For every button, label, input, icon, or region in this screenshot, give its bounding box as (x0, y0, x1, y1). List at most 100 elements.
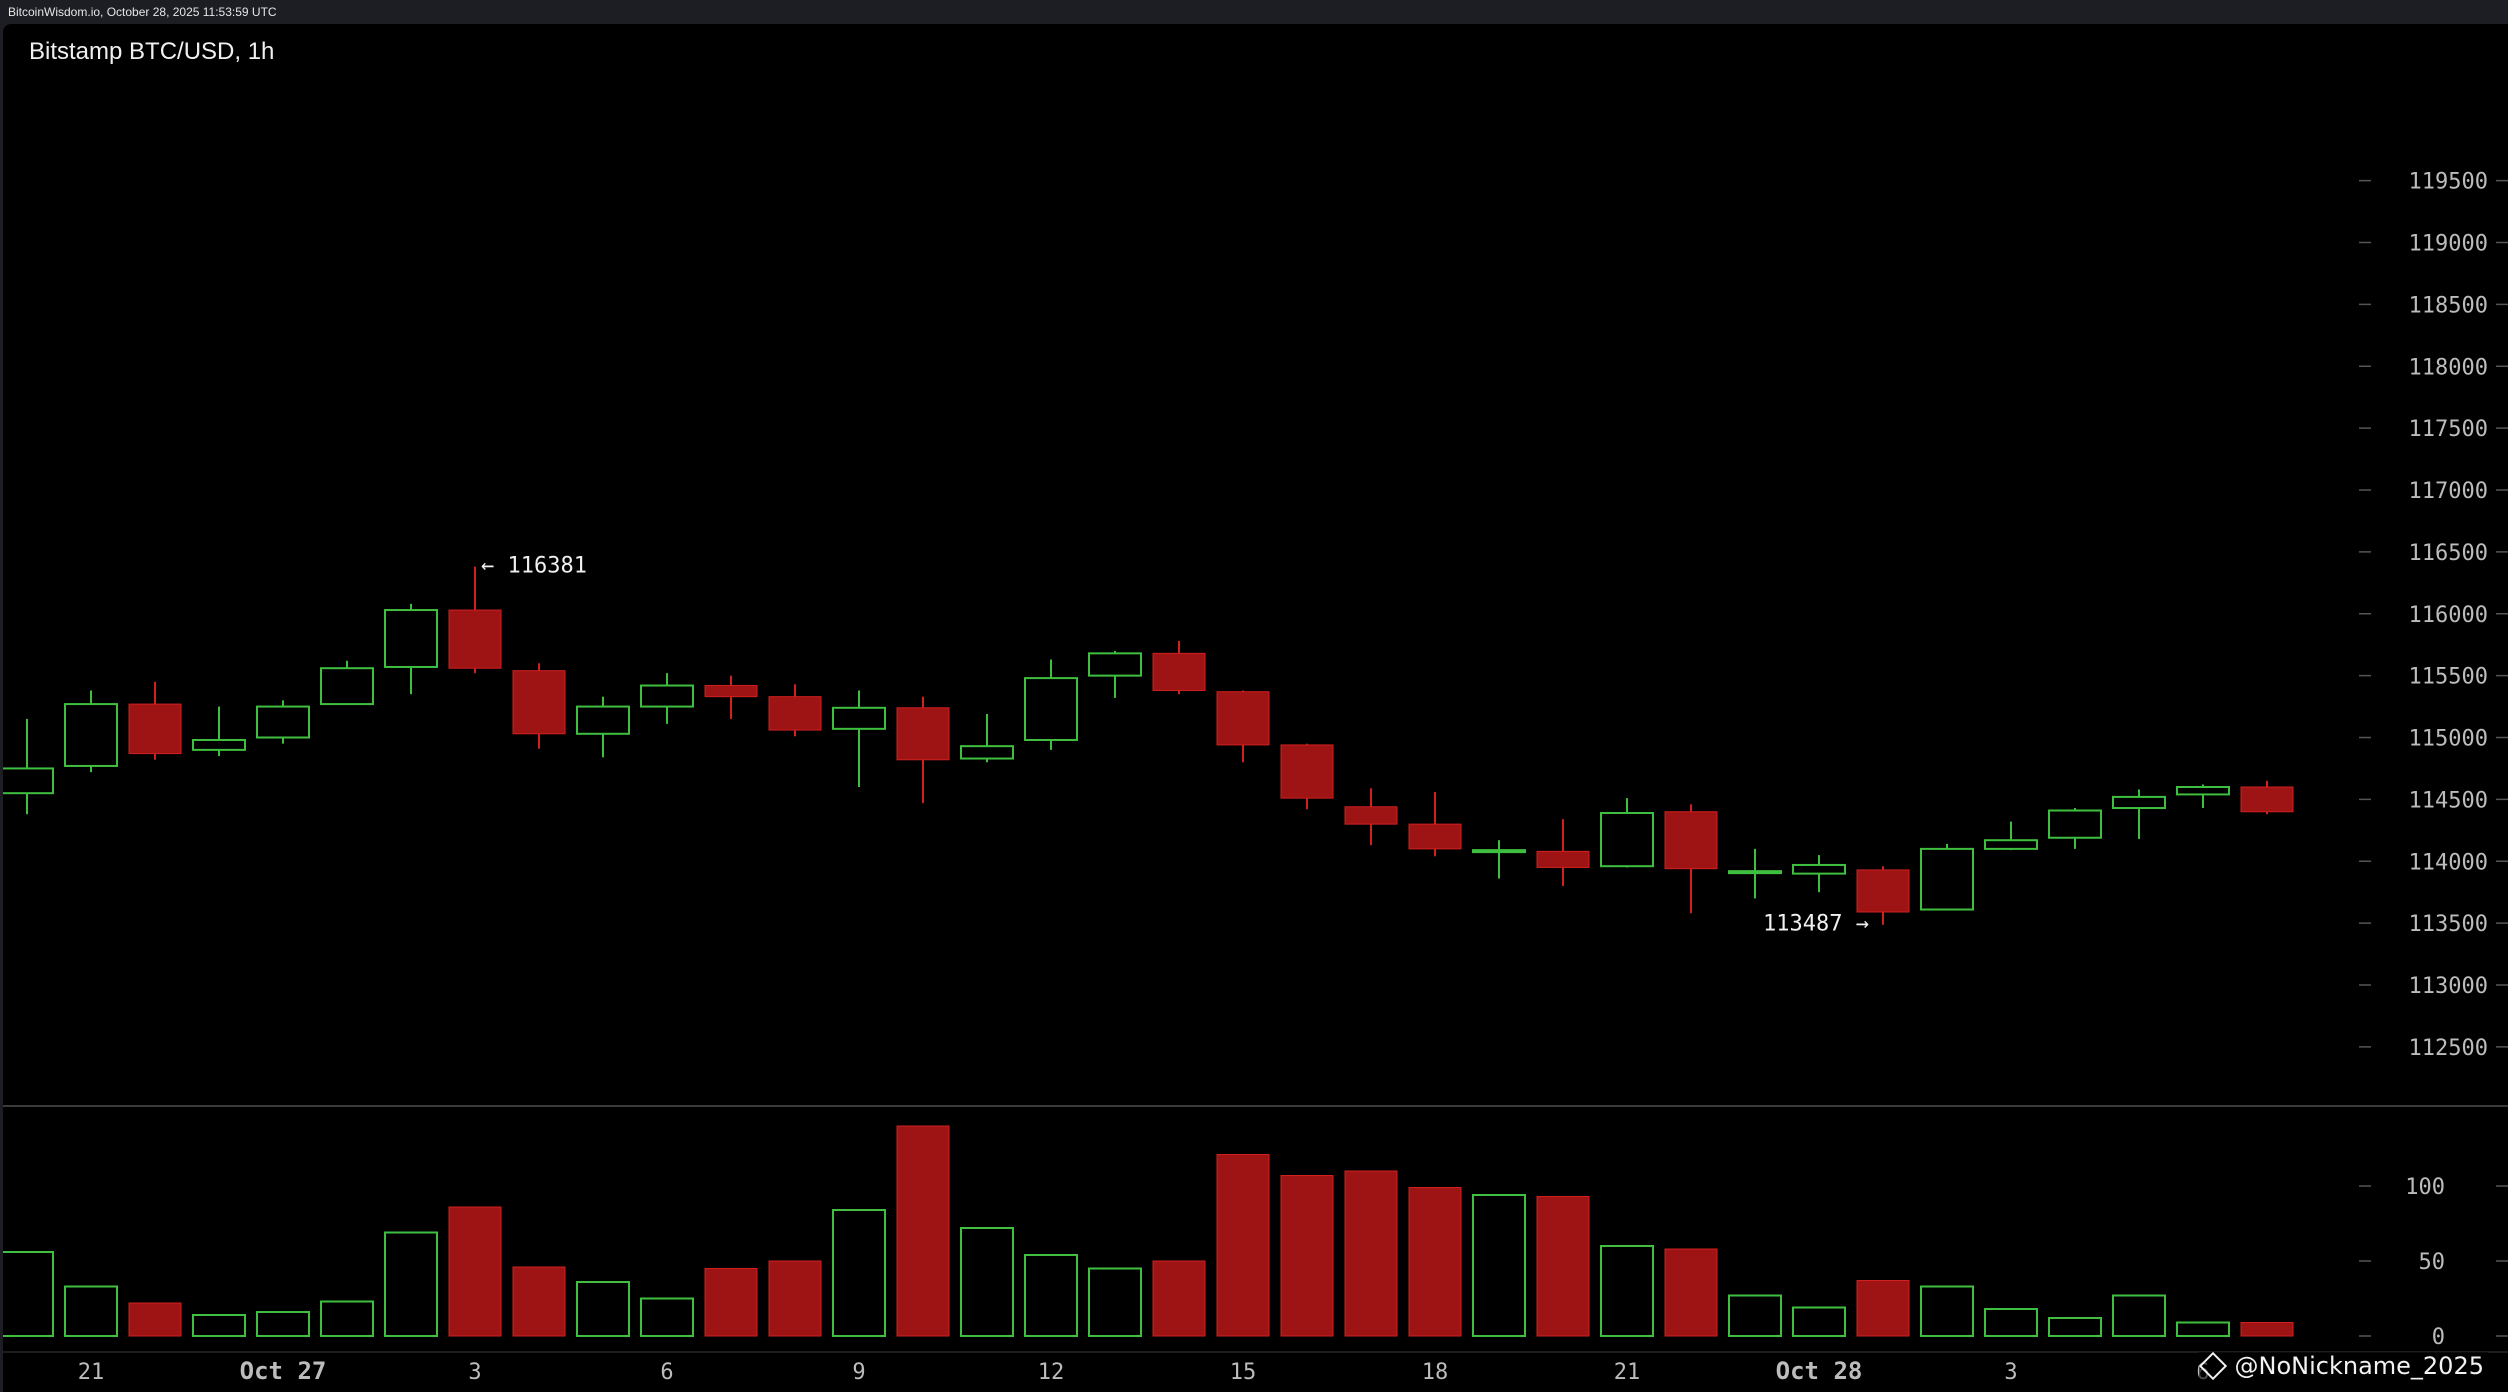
candle[interactable] (1408, 791, 1462, 857)
time-tick-label: 21 (78, 1360, 105, 1385)
candle[interactable] (2176, 784, 2230, 809)
volume-bar-up[interactable] (2048, 1317, 2102, 1337)
volume-bar-up[interactable] (640, 1297, 694, 1337)
candle[interactable] (1664, 804, 1718, 914)
volume-bar-down[interactable] (768, 1260, 822, 1337)
volume-bar-down[interactable] (896, 1125, 950, 1337)
volume-bar-up[interactable] (1088, 1267, 1142, 1337)
volume-bar-down[interactable] (2240, 1322, 2294, 1337)
candle[interactable] (256, 700, 310, 744)
candle[interactable] (64, 690, 118, 773)
candle[interactable] (1536, 819, 1590, 886)
candle[interactable] (1024, 659, 1078, 750)
candle[interactable] (704, 675, 758, 719)
volume-bar-down[interactable] (1664, 1248, 1718, 1337)
volume-bar-down[interactable] (1856, 1280, 1910, 1337)
candle[interactable] (576, 696, 630, 758)
candle[interactable] (1216, 690, 1270, 763)
candle[interactable] (3, 718, 54, 815)
volume-bar-up[interactable] (1024, 1254, 1078, 1337)
volume-bar-up[interactable] (2112, 1294, 2166, 1337)
price-tick-label: 115500 (2409, 665, 2488, 690)
time-tick-label: 6 (660, 1360, 673, 1385)
volume-bar-up[interactable] (384, 1231, 438, 1337)
binance-diamond-icon (2198, 1351, 2227, 1381)
candle-body-up (1472, 849, 1526, 854)
volume-bar-up[interactable] (576, 1281, 630, 1337)
candle[interactable] (192, 706, 246, 757)
volume-tick-label: 100 (2405, 1175, 2445, 1200)
candle[interactable] (1472, 840, 1526, 879)
volume-bar-down[interactable] (128, 1302, 182, 1337)
candle[interactable] (1856, 866, 1910, 925)
volume-bar-down[interactable] (704, 1268, 758, 1337)
volume-bar-up[interactable] (832, 1209, 886, 1337)
volume-bar-up[interactable] (1600, 1245, 1654, 1337)
candle[interactable] (640, 673, 694, 724)
volume-bar-up[interactable] (1984, 1308, 2038, 1337)
price-tick-label: 118000 (2409, 355, 2488, 380)
price-tick-label: 113000 (2409, 974, 2488, 999)
candle[interactable] (128, 681, 182, 760)
candle[interactable] (1920, 843, 1974, 911)
volume-bar-down[interactable] (512, 1266, 566, 1337)
candle-body-up (320, 667, 374, 706)
candle[interactable] (448, 566, 502, 674)
volume-bar-up[interactable] (192, 1314, 246, 1337)
candle[interactable] (832, 690, 886, 787)
price-annotations: ← 116381 113487 → (481, 554, 1869, 937)
candle-body-down (1536, 850, 1590, 868)
candle[interactable] (896, 696, 950, 804)
volume-bar-up[interactable] (3, 1251, 54, 1337)
candle[interactable] (2112, 789, 2166, 839)
candle-body-up (192, 738, 246, 751)
candle[interactable] (1088, 650, 1142, 698)
candle-body-down (128, 703, 182, 755)
chart-area[interactable]: Bitstamp BTC/USD, 1h 112500 113000 113500 1… (3, 24, 2508, 1392)
volume-bar-down[interactable] (1280, 1175, 1334, 1337)
volume-bar-down[interactable] (1344, 1170, 1398, 1337)
volume-bar-up[interactable] (1792, 1306, 1846, 1337)
volume-bar-up[interactable] (1728, 1294, 1782, 1337)
candle-body-down (512, 670, 566, 735)
volume-bar-up[interactable] (1920, 1285, 1974, 1337)
volume-bar-down[interactable] (1152, 1260, 1206, 1337)
volume-bar-up[interactable] (2176, 1321, 2230, 1337)
candle-body-up (576, 705, 630, 735)
volume-bar-up[interactable] (256, 1311, 310, 1337)
candle-body-up (1024, 677, 1078, 741)
volume-bar-down[interactable] (1536, 1196, 1590, 1337)
volume-bar-down[interactable] (1408, 1187, 1462, 1337)
candle-body-up (3, 767, 54, 795)
candle-body-up (640, 684, 694, 708)
candle[interactable] (384, 603, 438, 695)
candle[interactable] (2048, 808, 2102, 849)
time-tick-label: Oct 27 (240, 1357, 327, 1385)
candle[interactable] (1984, 821, 2038, 851)
volume-bar-down[interactable] (1216, 1154, 1270, 1337)
time-tick-label: 3 (468, 1360, 481, 1385)
candle[interactable] (1280, 743, 1334, 810)
volume-bar-down[interactable] (448, 1206, 502, 1337)
candle[interactable] (1152, 640, 1206, 695)
candle[interactable] (960, 713, 1014, 763)
candle[interactable] (2240, 780, 2294, 815)
time-tick-label: 9 (852, 1360, 865, 1385)
candle[interactable] (512, 663, 566, 749)
time-tick-label: 15 (1230, 1360, 1257, 1385)
time-tick-label: Oct 28 (1776, 1357, 1863, 1385)
candle[interactable] (1344, 788, 1398, 846)
price-tick-label: 118500 (2409, 293, 2488, 318)
volume-bar-up[interactable] (64, 1285, 118, 1337)
volume-bar-up[interactable] (960, 1227, 1014, 1337)
candle[interactable] (1600, 798, 1654, 868)
candlestick-chart[interactable]: Bitstamp BTC/USD, 1h 1125001130001135001… (3, 24, 2508, 1392)
candle[interactable] (768, 684, 822, 737)
volume-bar-up[interactable] (320, 1300, 374, 1337)
candle[interactable] (320, 660, 374, 706)
price-tick-label: 119000 (2409, 232, 2488, 257)
volume-bar-up[interactable] (1472, 1194, 1526, 1337)
candle[interactable] (1792, 855, 1846, 893)
candle[interactable] (1728, 848, 1782, 899)
